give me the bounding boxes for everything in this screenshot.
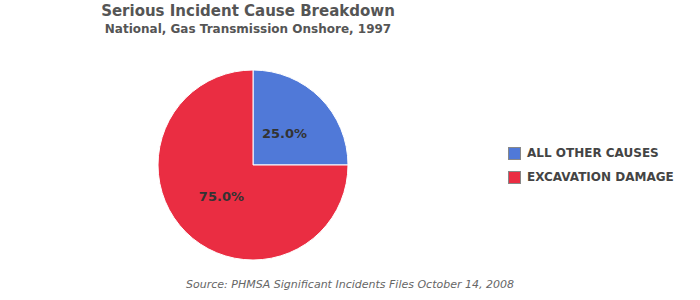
html-text:National, Gas Transmission Ons: National, Gas Transmission Onshore, 1997 — [104, 22, 392, 36]
html-text:Source: PHMSA Significant Inci: Source: PHMSA Significant Incidents File… — [186, 278, 514, 291]
svg-text:75.0%: 75.0% — [199, 189, 244, 204]
html-text:Serious Incident Cause Breakdo: Serious Incident Cause Breakdown — [101, 2, 395, 20]
svg-text:25.0%: 25.0% — [262, 126, 307, 141]
html-text:ALL OTHER CAUSES: ALL OTHER CAUSES — [527, 146, 659, 160]
html-text:EXCAVATION DAMAGE: EXCAVATION DAMAGE — [527, 170, 674, 184]
